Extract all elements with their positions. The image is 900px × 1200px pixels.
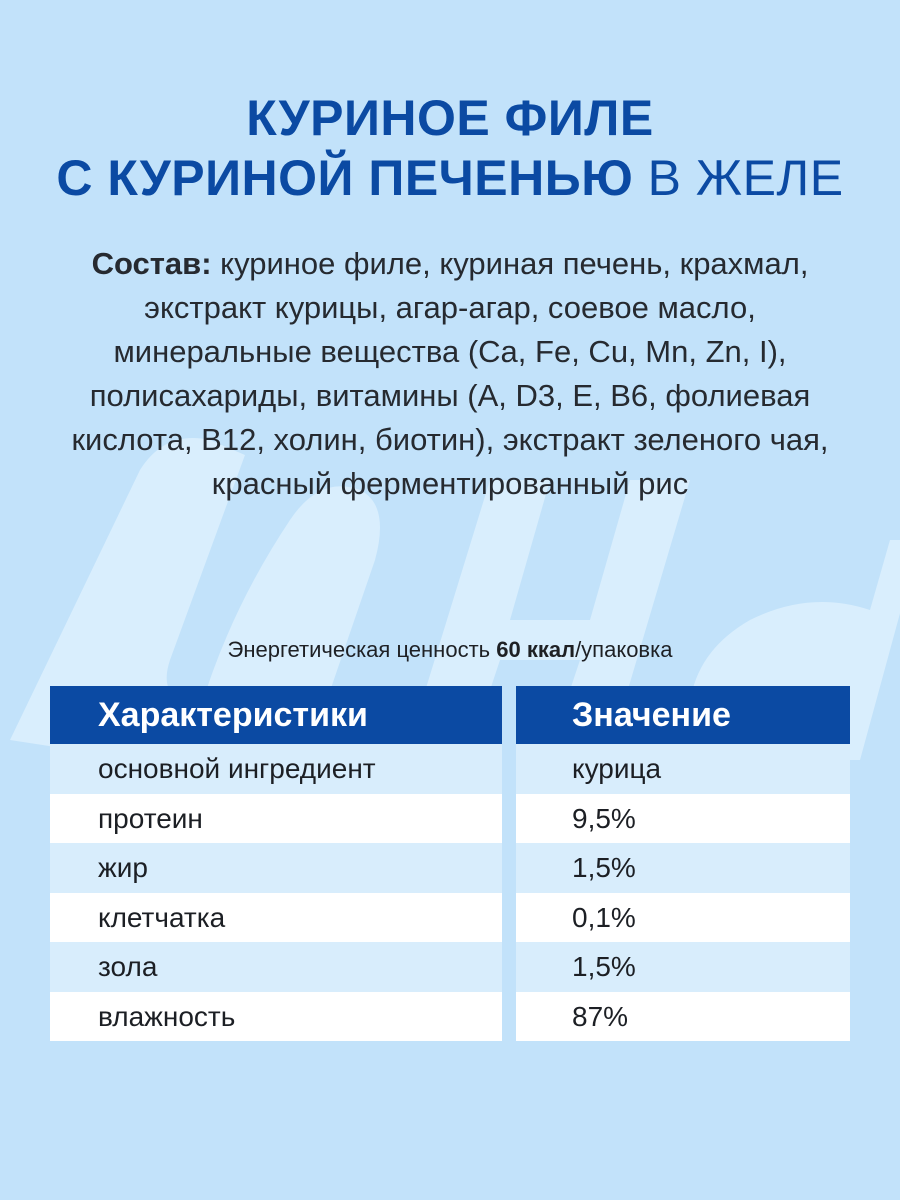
table-row-name: жир	[50, 843, 502, 893]
table-row-name: влажность	[50, 991, 502, 1041]
table-row-name: протеин	[50, 793, 502, 843]
header-value: Значение	[516, 686, 850, 744]
energy-value-line: Энергетическая ценность 60 ккал/упаковка	[0, 632, 900, 668]
product-title-line1: КУРИНОЕ ФИЛЕ	[246, 90, 654, 146]
energy-value: 60 ккал	[496, 637, 576, 662]
product-title: КУРИНОЕ ФИЛЕ С КУРИНОЙ ПЕЧЕНЬЮ В ЖЕЛЕ	[0, 88, 900, 208]
product-title-light: В ЖЕЛЕ	[647, 150, 844, 206]
table-row-value: 87%	[516, 991, 850, 1041]
table-row-name: основной ингредиент	[50, 744, 502, 794]
table-row-value: 1,5%	[516, 942, 850, 992]
header-characteristics: Характеристики	[50, 686, 502, 744]
value-column: Значение курица 9,5% 1,5% 0,1% 1,5% 87%	[516, 686, 850, 1041]
composition-text: куриное филе, куриная печень, крахмал, э…	[71, 246, 829, 501]
table-row-value: курица	[516, 744, 850, 794]
table-row-name: зола	[50, 942, 502, 992]
product-title-line2: С КУРИНОЙ ПЕЧЕНЬЮ В ЖЕЛЕ	[0, 148, 900, 208]
energy-prefix: Энергетическая ценность	[227, 637, 491, 662]
composition-label: Состав:	[91, 246, 212, 281]
table-row-value: 0,1%	[516, 892, 850, 942]
table-row-value: 9,5%	[516, 793, 850, 843]
product-title-bold: С КУРИНОЙ ПЕЧЕНЬЮ	[56, 150, 634, 206]
table-row-name: клетчатка	[50, 892, 502, 942]
energy-suffix: /упаковка	[575, 637, 673, 662]
composition-block: Состав: куриное филе, куриная печень, кр…	[60, 242, 840, 506]
characteristics-column: Характеристики основной ингредиент проте…	[50, 686, 502, 1041]
table-row-value: 1,5%	[516, 843, 850, 893]
